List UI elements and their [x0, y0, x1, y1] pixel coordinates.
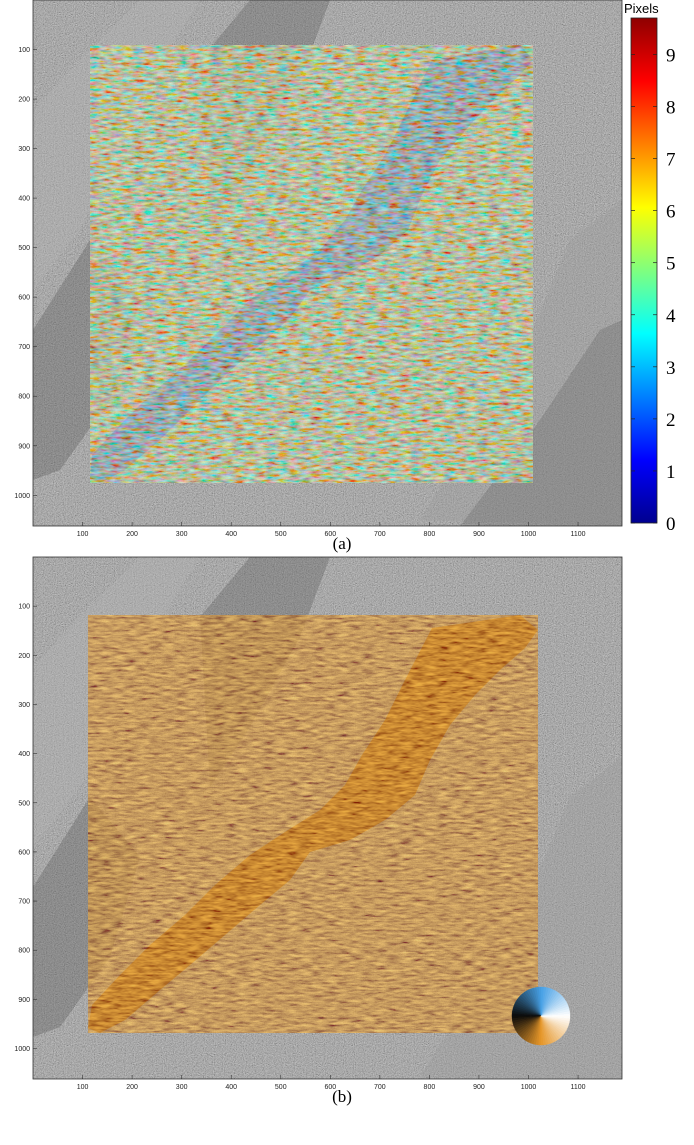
x-tick-label: 200 — [126, 1084, 138, 1091]
colorbar-tick-label: 9 — [666, 45, 676, 66]
x-tick-label: 600 — [324, 531, 336, 538]
y-tick-label: 600 — [18, 849, 30, 856]
colorbar-tick-label: 5 — [666, 254, 676, 275]
x-tick-label: 900 — [473, 531, 485, 538]
colorbar-ticks: 9 8 7 6 5 4 3 2 1 0 — [631, 45, 676, 535]
hsv-direction-wheel — [511, 986, 571, 1046]
y-tick-label: 100 — [18, 604, 30, 611]
x-tick-label: 1000 — [521, 1084, 537, 1091]
x-tick-label: 800 — [424, 531, 436, 538]
y-tick-label: 500 — [18, 245, 30, 252]
colorbar-tick-label: 1 — [666, 462, 676, 483]
y-tick-label: 100 — [18, 47, 30, 54]
x-tick-label: 100 — [77, 1084, 89, 1091]
y-tick-label: 900 — [18, 443, 30, 450]
x-tick-label: 800 — [424, 1084, 436, 1091]
x-tick-label: 300 — [176, 531, 188, 538]
x-tick-label: 200 — [126, 531, 138, 538]
y-tick-label: 400 — [18, 196, 30, 203]
x-tick-label: 400 — [225, 1084, 237, 1091]
y-tick-label: 700 — [18, 344, 30, 351]
glacier-velocity-overlay — [90, 45, 533, 483]
colorbar-title: Pixels — [624, 1, 659, 16]
x-tick-label: 1100 — [571, 531, 586, 538]
caption-a: (a) — [333, 534, 352, 553]
y-tick-label: 200 — [18, 97, 30, 104]
x-tick-label: 500 — [275, 531, 287, 538]
y-tick-label: 1000 — [14, 493, 30, 500]
panel-b-y-axis: 100 200 300 400 500 600 700 800 900 1000 — [14, 604, 37, 1053]
panel-a-y-axis: 100 200 300 400 500 600 700 800 900 1000 — [14, 47, 37, 500]
panel-b: 100 200 300 400 500 600 700 800 900 1000 1100 100 2… — [14, 556, 623, 1106]
x-tick-label: 700 — [374, 1084, 386, 1091]
x-tick-label: 900 — [473, 1084, 485, 1091]
panel-a-frame — [32, 0, 623, 527]
x-tick-label: 100 — [77, 531, 89, 538]
colorbar-tick-label: 2 — [666, 410, 676, 431]
y-tick-label: 900 — [18, 997, 30, 1004]
x-tick-label: 700 — [374, 531, 386, 538]
y-tick-label: 300 — [18, 146, 30, 153]
y-tick-label: 700 — [18, 899, 30, 906]
wheel-sector — [540, 1015, 571, 1019]
y-tick-label: 1000 — [14, 1046, 30, 1053]
colorbar-tick-label: 7 — [666, 150, 676, 171]
x-tick-label: 600 — [324, 1084, 336, 1091]
colorbar-tick-label: 3 — [666, 358, 676, 379]
y-tick-label: 200 — [18, 653, 30, 660]
colorbar-tick-label: 4 — [666, 306, 676, 327]
y-tick-label: 500 — [18, 800, 30, 807]
colorbar-tick-label: 8 — [666, 98, 676, 119]
y-tick-label: 600 — [18, 295, 30, 302]
colorbar-gradient — [630, 17, 658, 524]
x-tick-label: 500 — [275, 1084, 287, 1091]
x-tick-label: 400 — [225, 531, 237, 538]
y-tick-label: 400 — [18, 751, 30, 758]
caption-b: (b) — [332, 1087, 352, 1106]
x-tick-label: 1100 — [571, 1084, 586, 1091]
panel-a-x-axis: 100 200 300 400 500 600 700 800 900 1000 1100 — [77, 522, 586, 538]
colorbar-tick-label: 0 — [666, 514, 676, 535]
panel-b-x-axis: 100 200 300 400 500 600 700 800 900 1000 1100 — [77, 1075, 586, 1091]
panel-b-frame — [32, 556, 623, 1080]
colorbar: Pixels 9 8 7 6 5 4 3 2 1 0 — [624, 1, 676, 535]
x-tick-label: 1000 — [521, 531, 537, 538]
glacier-direction-overlay — [88, 615, 538, 1033]
colorbar-tick-label: 6 — [666, 202, 676, 223]
x-tick-label: 300 — [176, 1084, 188, 1091]
y-tick-label: 800 — [18, 948, 30, 955]
y-tick-label: 800 — [18, 394, 30, 401]
y-tick-label: 300 — [18, 702, 30, 709]
panel-a: 100 200 300 400 500 600 700 800 900 1000 1100 100 2… — [14, 0, 676, 553]
